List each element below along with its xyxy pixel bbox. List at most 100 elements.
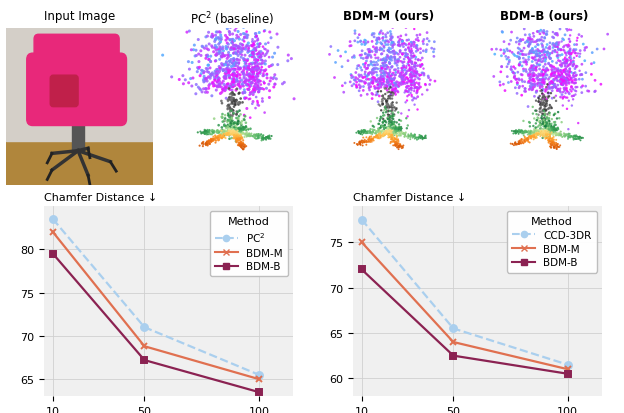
Point — [392, 143, 402, 150]
Point — [536, 97, 546, 104]
Point — [388, 49, 398, 55]
Point — [399, 131, 409, 138]
Point — [545, 80, 555, 87]
Point — [245, 71, 255, 78]
Point — [217, 101, 227, 107]
Point — [386, 122, 396, 129]
Point — [540, 121, 550, 128]
Point — [534, 29, 544, 36]
Point — [234, 83, 244, 90]
Point — [238, 69, 248, 76]
Point — [374, 37, 384, 43]
Point — [250, 83, 260, 90]
Point — [414, 73, 424, 80]
Point — [541, 69, 551, 75]
Point — [570, 48, 580, 55]
Point — [222, 131, 232, 137]
Point — [523, 137, 533, 144]
Point — [243, 132, 253, 139]
Point — [530, 48, 540, 55]
Point — [514, 62, 524, 69]
Point — [395, 128, 405, 135]
Point — [568, 58, 578, 65]
Point — [410, 85, 420, 91]
Point — [215, 46, 225, 53]
Point — [251, 64, 261, 71]
Point — [232, 73, 242, 80]
Point — [514, 55, 524, 61]
Point — [214, 49, 224, 55]
Point — [520, 128, 530, 135]
Point — [490, 52, 500, 58]
Point — [558, 80, 568, 87]
Point — [394, 126, 404, 132]
Point — [550, 82, 560, 88]
Point — [413, 76, 423, 82]
Point — [252, 38, 262, 45]
Point — [236, 140, 246, 147]
Point — [409, 26, 419, 33]
Point — [547, 128, 557, 134]
Point — [411, 135, 421, 141]
Point — [391, 50, 401, 57]
Point — [412, 63, 422, 70]
Point — [412, 69, 422, 76]
Point — [534, 130, 544, 137]
Point — [391, 130, 401, 137]
Point — [556, 77, 566, 83]
Point — [356, 39, 366, 46]
Point — [502, 64, 512, 71]
Point — [529, 55, 539, 62]
Point — [227, 131, 237, 137]
Point — [544, 123, 553, 130]
Point — [541, 131, 551, 137]
Point — [536, 130, 546, 136]
Point — [547, 128, 557, 134]
Point — [376, 85, 386, 91]
Point — [235, 79, 245, 86]
Point — [547, 127, 557, 134]
Point — [538, 92, 548, 98]
Point — [539, 75, 548, 82]
Point — [261, 72, 271, 79]
Point — [568, 134, 578, 141]
Point — [380, 129, 390, 136]
Point — [253, 41, 263, 48]
Point — [388, 40, 398, 47]
Point — [540, 130, 550, 136]
Point — [551, 127, 561, 133]
Point — [368, 130, 378, 136]
Point — [412, 33, 422, 40]
Point — [390, 127, 400, 134]
Point — [249, 75, 259, 81]
Point — [512, 142, 522, 149]
Point — [527, 133, 537, 140]
Point — [241, 29, 251, 36]
Point — [520, 86, 530, 93]
Point — [227, 131, 236, 137]
Point — [556, 129, 566, 136]
Point — [382, 83, 392, 90]
Point — [233, 126, 243, 132]
Point — [391, 123, 401, 130]
Point — [394, 74, 404, 80]
Point — [202, 141, 212, 148]
Point — [351, 130, 361, 137]
Point — [524, 44, 534, 51]
Point — [550, 48, 560, 55]
Point — [515, 129, 525, 135]
Point — [228, 128, 238, 134]
Point — [373, 66, 383, 73]
Point — [558, 103, 568, 109]
Point — [238, 43, 248, 49]
Point — [206, 139, 216, 146]
Point — [205, 141, 215, 148]
Point — [235, 130, 245, 137]
Point — [228, 112, 238, 118]
Point — [520, 57, 530, 64]
Point — [384, 129, 394, 136]
Point — [236, 130, 246, 137]
Point — [233, 71, 243, 78]
Point — [230, 133, 240, 140]
Point — [381, 63, 391, 70]
